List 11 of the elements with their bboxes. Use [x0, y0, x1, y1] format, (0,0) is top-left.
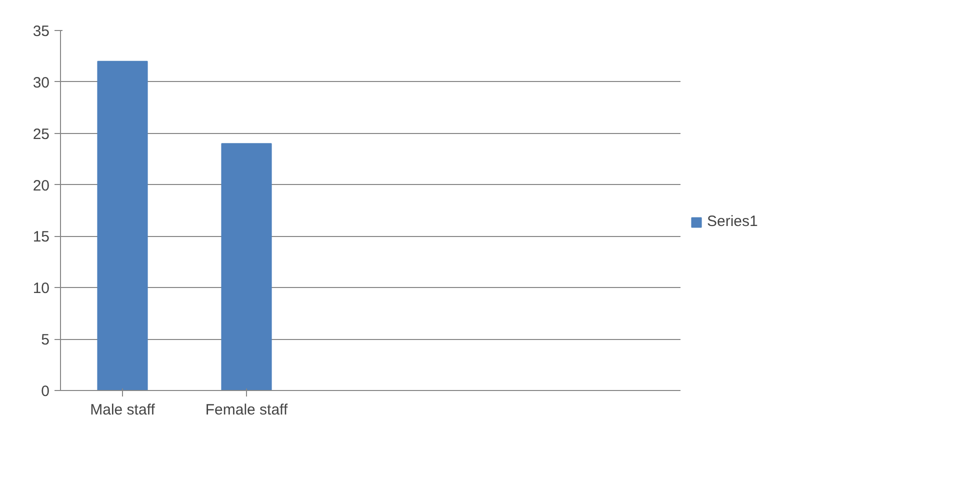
- y-tick-label: 35: [32, 23, 50, 40]
- y-tick-label: 30: [32, 74, 50, 92]
- x-tick-label: Female staff: [205, 402, 288, 418]
- y-tick-label: 5: [41, 332, 50, 349]
- y-tick-label: 10: [32, 280, 50, 298]
- legend-label: Series1: [707, 213, 758, 230]
- y-tick-label: 20: [32, 177, 50, 194]
- x-tick-label: Male staff: [90, 402, 156, 418]
- y-tick-label: 0: [41, 383, 50, 400]
- y-tick-label: 15: [32, 228, 50, 246]
- y-tick-label: 25: [32, 126, 50, 143]
